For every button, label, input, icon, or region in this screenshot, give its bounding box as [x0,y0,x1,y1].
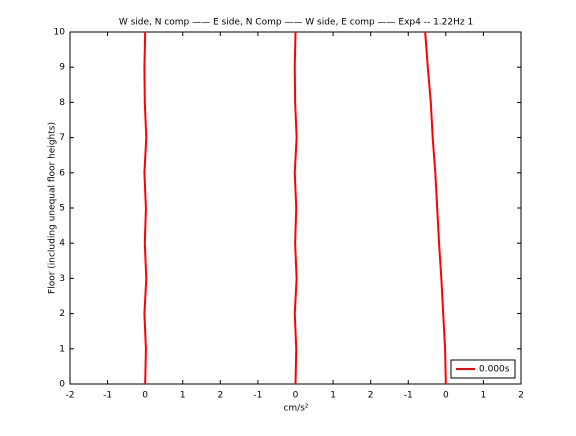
x-tick-label: 2 [368,391,374,401]
y-tick-label: 10 [54,28,66,38]
y-tick-label: 0 [59,380,65,390]
x-tick-label: -2 [66,391,75,401]
x-axis-label: cm/s² [283,404,308,414]
x-tick-label: 0 [142,391,148,401]
x-tick-label: 0 [443,391,449,401]
line [424,31,447,385]
y-axis-label: Floor (including unequal floor heights) [48,122,58,294]
x-tick-label: 1 [330,391,336,401]
y-tick-label: 2 [59,309,65,319]
x-tick-label: 2 [518,391,524,401]
x-tick-label: -1 [404,391,413,401]
y-tick-label: 8 [59,98,65,108]
x-tick-label: 1 [481,391,487,401]
y-tick-label: 5 [59,204,65,214]
y-tick-label: 6 [59,168,65,178]
x-tick-label: -1 [103,391,112,401]
y-tick-label: 9 [59,63,65,73]
y-tick-label: 3 [59,274,65,284]
x-tick-label: -1 [253,391,262,401]
chart-title: W side, N comp —— E side, N Comp —— W si… [119,18,473,28]
x-tick-label: 0 [293,391,299,401]
y-tick-label: 1 [59,344,65,354]
legend-label: 0.000s [479,365,510,375]
y-tick-label: 4 [59,239,65,249]
legend-box [450,359,516,379]
y-tick-label: 7 [59,133,65,143]
line [143,31,148,385]
x-tick-label: 2 [217,391,223,401]
line [293,31,298,385]
x-tick-label: 1 [180,391,186,401]
